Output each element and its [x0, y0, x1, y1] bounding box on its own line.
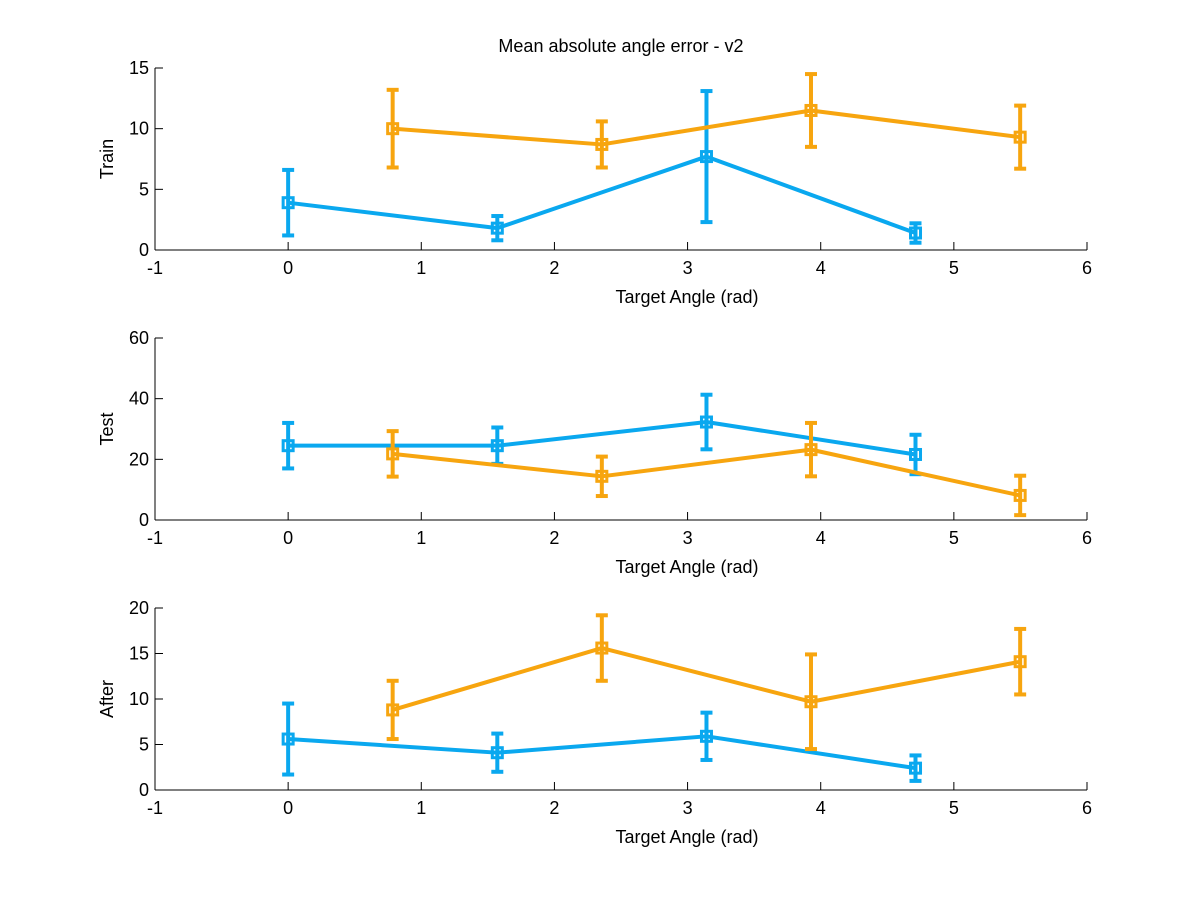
y-tick-label: 0 — [139, 510, 149, 530]
x-tick-label: 6 — [1082, 798, 1092, 818]
x-tick-label: 5 — [949, 258, 959, 278]
y-tick-label: 60 — [129, 328, 149, 348]
y-tick-label: 20 — [129, 449, 149, 469]
x-axis-label: Target Angle (rad) — [615, 827, 758, 847]
data-point-marker — [281, 439, 295, 453]
data-point-marker — [804, 103, 818, 117]
data-point-marker — [699, 150, 713, 164]
x-tick-label: 3 — [683, 258, 693, 278]
data-point-marker — [804, 695, 818, 709]
data-point-marker — [1013, 655, 1027, 669]
y-tick-label: 20 — [129, 598, 149, 618]
data-point-marker — [909, 447, 923, 461]
data-point-marker — [804, 443, 818, 457]
x-tick-label: -1 — [147, 798, 163, 818]
series-1 — [281, 89, 923, 245]
y-tick-label: 10 — [129, 689, 149, 709]
x-tick-label: 5 — [949, 798, 959, 818]
series-2 — [386, 72, 1027, 171]
series-2 — [386, 613, 1027, 752]
y-tick-label: 5 — [139, 735, 149, 755]
data-point-marker — [386, 447, 400, 461]
x-tick-label: 3 — [683, 798, 693, 818]
x-tick-label: 1 — [416, 798, 426, 818]
data-point-marker — [386, 703, 400, 717]
y-axis-label: Test — [97, 412, 117, 445]
series-line — [287, 154, 917, 235]
x-tick-label: 6 — [1082, 258, 1092, 278]
x-tick-label: 2 — [549, 528, 559, 548]
x-tick-label: 0 — [283, 258, 293, 278]
x-tick-label: 1 — [416, 258, 426, 278]
data-point-marker — [1013, 488, 1027, 502]
series-line — [392, 447, 1021, 498]
x-axis-label: Target Angle (rad) — [615, 287, 758, 307]
x-tick-label: 2 — [549, 258, 559, 278]
data-point-marker — [699, 415, 713, 429]
y-tick-label: 5 — [139, 179, 149, 199]
data-point-marker — [490, 439, 504, 453]
x-tick-label: 0 — [283, 528, 293, 548]
series-line — [392, 108, 1021, 147]
data-point-marker — [386, 122, 400, 136]
data-point-marker — [490, 746, 504, 760]
data-point-marker — [699, 729, 713, 743]
x-tick-label: -1 — [147, 528, 163, 548]
y-tick-label: 0 — [139, 240, 149, 260]
y-tick-label: 40 — [129, 389, 149, 409]
y-tick-label: 15 — [129, 58, 149, 78]
y-axis-label: After — [97, 680, 117, 718]
y-tick-label: 0 — [139, 780, 149, 800]
figure-title: Mean absolute angle error - v2 — [498, 36, 743, 56]
x-tick-label: 2 — [549, 798, 559, 818]
x-tick-label: 4 — [816, 528, 826, 548]
y-axis-label: Train — [97, 139, 117, 179]
x-tick-label: 3 — [683, 528, 693, 548]
series-2 — [386, 420, 1027, 518]
x-axis-label: Target Angle (rad) — [615, 557, 758, 577]
data-point-marker — [909, 226, 923, 240]
data-point-marker — [281, 196, 295, 210]
series-line — [288, 734, 916, 771]
x-tick-label: 6 — [1082, 528, 1092, 548]
x-tick-label: 5 — [949, 528, 959, 548]
data-point-marker — [1013, 130, 1027, 144]
x-tick-label: 1 — [416, 528, 426, 548]
data-point-marker — [595, 137, 609, 151]
x-tick-label: 0 — [283, 798, 293, 818]
data-point-marker — [595, 469, 609, 483]
x-tick-label: 4 — [816, 258, 826, 278]
x-tick-label: 4 — [816, 798, 826, 818]
y-tick-label: 10 — [129, 119, 149, 139]
data-point-marker — [909, 761, 923, 775]
series-1 — [281, 701, 923, 783]
data-point-marker — [281, 732, 295, 746]
y-tick-label: 15 — [129, 644, 149, 664]
data-point-marker — [490, 221, 504, 235]
data-point-marker — [595, 641, 609, 655]
x-tick-label: -1 — [147, 258, 163, 278]
series-line — [392, 646, 1021, 712]
